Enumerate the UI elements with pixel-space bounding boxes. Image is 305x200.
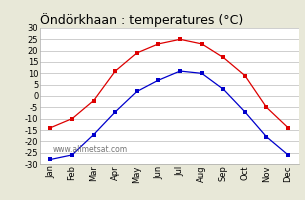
Text: Öndörkhaan : temperatures (°C): Öndörkhaan : temperatures (°C) bbox=[40, 13, 243, 27]
Text: www.allmetsat.com: www.allmetsat.com bbox=[52, 145, 128, 154]
